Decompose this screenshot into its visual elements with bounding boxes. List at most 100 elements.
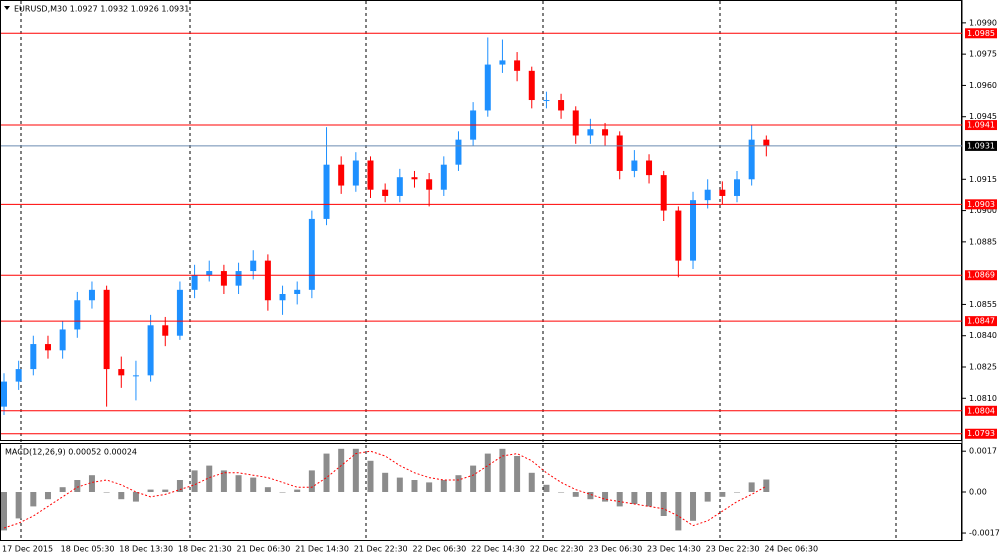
x-tick-label: 24 Dec 06:30 (764, 545, 818, 554)
macd-bar (631, 492, 638, 504)
y-tick-label: -0.00171 (969, 529, 1000, 538)
macd-bar (162, 489, 169, 492)
level-label-box (965, 199, 997, 210)
candle-body (426, 179, 433, 190)
macd-bar (426, 482, 433, 492)
macd-bar (455, 475, 462, 492)
candle-body (616, 135, 623, 171)
candle-body (455, 139, 462, 165)
macd-bar (528, 472, 535, 492)
macd-bar (88, 475, 95, 492)
candle-body (719, 189, 726, 196)
macd-bar (763, 479, 770, 492)
macd-bar (323, 453, 330, 492)
macd-bar (690, 492, 697, 521)
y-tick-label: 0.0017 (969, 447, 997, 456)
candle-body (30, 344, 37, 370)
candle-body (103, 289, 110, 370)
candle-body (602, 129, 609, 136)
candle-body (704, 189, 711, 201)
price-label: 1.0931 (967, 141, 995, 150)
y-tick-label: 1.0810 (969, 394, 997, 403)
x-tick-label: 17 Dec 2015 (2, 545, 53, 554)
candle-body (59, 329, 66, 351)
candle-body (279, 294, 286, 301)
x-tick-label: 23 Dec 14:30 (647, 545, 701, 554)
macd-bar (132, 492, 139, 502)
candle-body (352, 160, 359, 186)
candle-body (763, 139, 770, 146)
signal-line (3, 450, 767, 529)
level-label: 1.0869 (967, 271, 995, 280)
macd-bar (147, 489, 154, 492)
level-label-box (965, 316, 997, 327)
candle-body (675, 210, 682, 261)
candle-body (88, 289, 95, 301)
x-tick-label: 22 Dec 06:30 (412, 545, 466, 554)
macd-bar (704, 492, 711, 502)
macd-bar (748, 482, 755, 492)
price-label-box (965, 140, 997, 151)
macd-bar (191, 470, 198, 492)
x-tick-label: 18 Dec 13:30 (119, 545, 173, 554)
level-label: 1.0847 (967, 317, 995, 326)
x-tick-label: 18 Dec 05:30 (61, 545, 115, 554)
x-tick-label: 23 Dec 22:30 (706, 545, 760, 554)
level-label: 1.0903 (967, 200, 995, 209)
macd-bar (264, 487, 271, 492)
x-tick-label: 22 Dec 22:30 (530, 545, 584, 554)
candle-body (308, 218, 315, 290)
candle-body (367, 160, 374, 190)
y-tick-label: 1.0960 (969, 81, 997, 90)
macd-bar (396, 477, 403, 492)
candle-body (734, 179, 740, 196)
candle-body (631, 160, 638, 171)
y-tick-label: 1.0825 (969, 363, 997, 372)
macd-title: MACD(12,26,9) 0.00052 0.00024 (5, 448, 137, 457)
candle-body (587, 129, 594, 136)
macd-bar (15, 492, 22, 519)
candle-body (690, 200, 697, 261)
level-label: 1.0804 (967, 406, 995, 415)
macd-frame (0, 443, 962, 541)
y-tick-label: 1.0855 (969, 300, 997, 309)
macd-bar (440, 480, 447, 492)
candle-body (264, 260, 271, 301)
candle-body (660, 175, 667, 211)
candle-body (191, 275, 198, 290)
macd-bar (59, 487, 66, 492)
macd-bar (44, 492, 51, 500)
macd-bar (279, 492, 286, 493)
candle-body (543, 100, 550, 102)
candle-body (1, 381, 7, 407)
candle-body (162, 325, 169, 336)
level-label-box (965, 270, 997, 281)
chart-title: EURUSD,M30 1.0927 1.0932 1.0926 1.0931 (14, 5, 189, 14)
macd-bar (558, 492, 565, 493)
macd-bar (484, 453, 491, 492)
main-frame (0, 0, 962, 441)
macd-bar (338, 448, 345, 492)
candle-body (411, 177, 418, 180)
candle-body (206, 271, 213, 276)
candle-body (294, 289, 301, 294)
candle-body (382, 189, 389, 196)
level-label-box (965, 120, 997, 131)
macd-bar (499, 448, 506, 492)
candle-body (118, 369, 125, 376)
candle-body (176, 289, 183, 336)
macd-bar (734, 492, 740, 493)
candle-body (646, 160, 653, 176)
y-tick-label: 1.0945 (969, 112, 997, 121)
macd-bar (74, 480, 81, 492)
macd-bar (675, 492, 682, 531)
macd-bar (602, 492, 609, 502)
macd-bar (294, 489, 301, 492)
candle-body (528, 70, 535, 101)
macd-bar (543, 484, 550, 492)
y-tick-label: 0.00 (969, 488, 987, 497)
y-tick-label: 1.0840 (969, 331, 997, 340)
candle-body (44, 344, 51, 351)
candle-body (147, 325, 154, 376)
candle-body (748, 139, 755, 180)
